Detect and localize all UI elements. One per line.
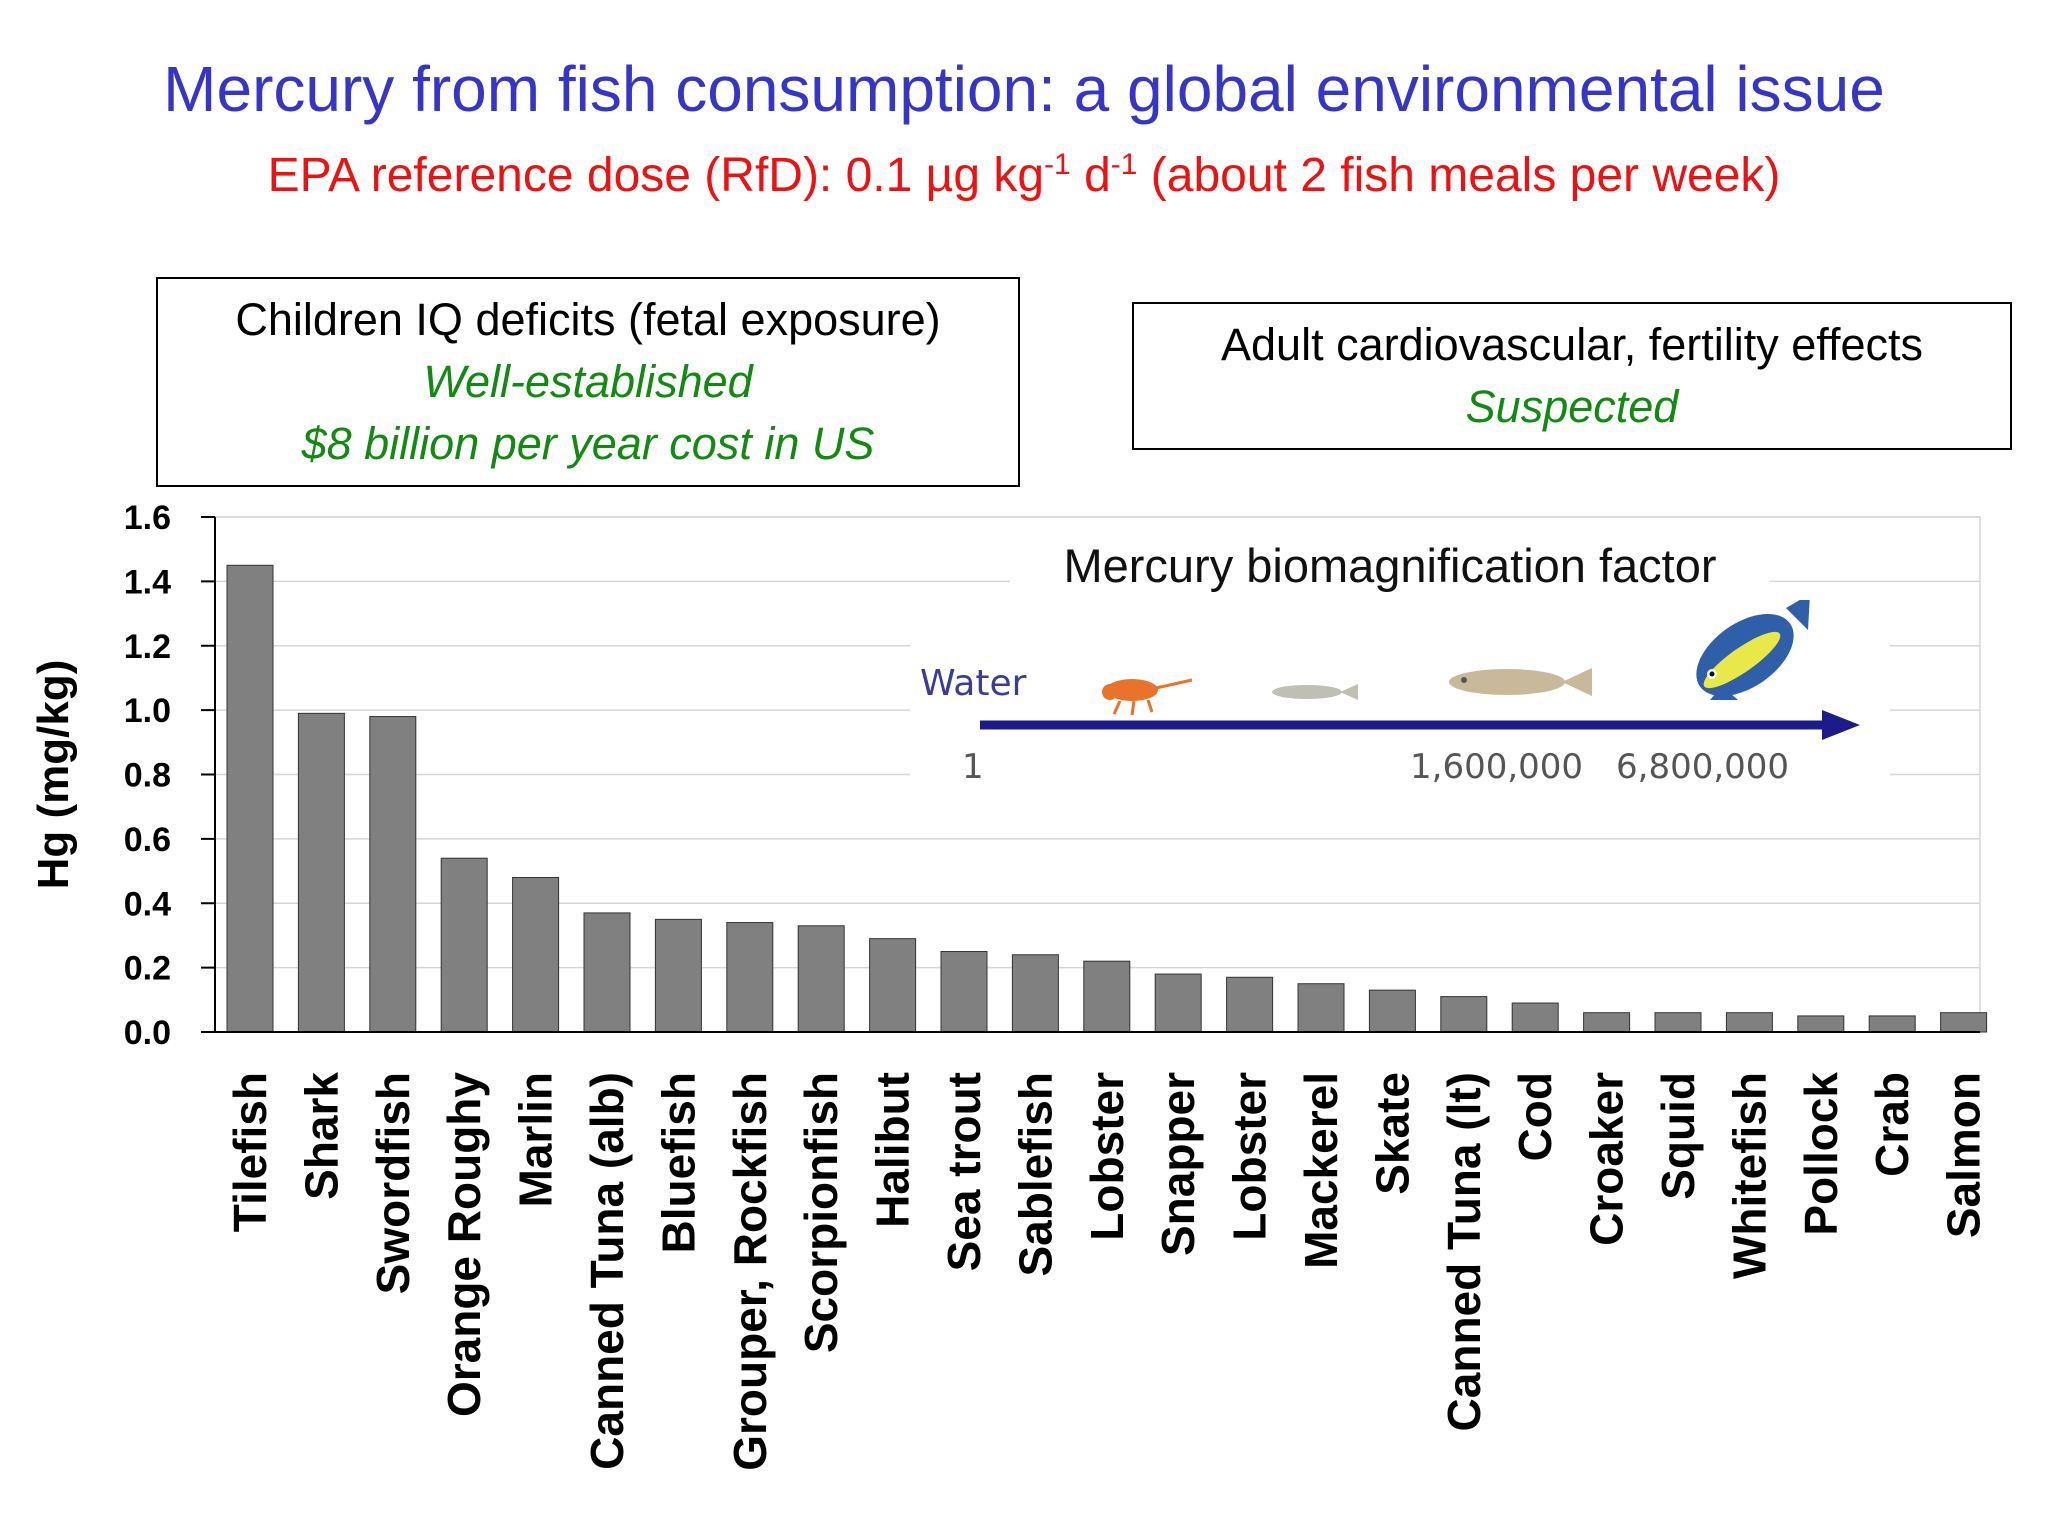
x-category-label: Bluefish <box>652 1072 704 1253</box>
bar <box>1226 976 1274 1033</box>
x-category-label: Skate <box>1366 1072 1418 1195</box>
x-category-label: Lobster <box>1224 1072 1276 1241</box>
x-category-label: Sea trout <box>938 1072 990 1271</box>
children-effects-cost: $8 billion per year cost in US <box>301 418 875 469</box>
bar <box>797 925 845 1033</box>
y-tick-label: 1.0 <box>124 692 171 730</box>
x-category-label: Canned Tuna (alb) <box>581 1072 633 1470</box>
bar <box>297 712 345 1033</box>
bar <box>1011 954 1059 1033</box>
bar <box>440 857 488 1033</box>
y-axis-label: Hg (mg/kg) <box>29 660 78 890</box>
medium-fish-icon <box>1449 668 1592 696</box>
adult-effects-heading: Adult cardiovascular, fertility effects <box>1221 319 1923 370</box>
y-tick-label: 0.6 <box>124 821 171 859</box>
biomagnification-inset: Water 1 1,600,000 6,800,000 <box>910 594 1890 800</box>
biomagnification-diagram: Water 1 1,600,000 6,800,000 <box>920 594 1860 787</box>
factor-water: 1 <box>962 747 984 787</box>
bar <box>1654 1012 1702 1033</box>
y-tick-label: 1.2 <box>124 628 171 666</box>
x-category-label: Squid <box>1652 1072 1704 1200</box>
bar <box>369 716 417 1033</box>
x-category-label: Orange Roughy <box>438 1072 490 1417</box>
y-tick-label: 1.6 <box>124 499 171 537</box>
bar <box>1940 1012 1988 1033</box>
bar <box>1154 973 1202 1033</box>
factor-large-fish: 6,800,000 <box>1616 747 1789 787</box>
bar <box>1297 983 1345 1033</box>
subtitle-unit: d <box>1070 149 1111 202</box>
arrow-head-icon <box>1822 710 1860 740</box>
bar <box>1583 1012 1631 1033</box>
y-tick-label: 1.4 <box>124 563 171 601</box>
bar <box>512 877 560 1033</box>
bar <box>1083 960 1131 1033</box>
adult-effects-status: Suspected <box>1465 381 1679 432</box>
x-category-label: Lobster <box>1081 1072 1133 1241</box>
y-tick-label: 0.8 <box>124 757 171 795</box>
y-tick-label: 0.0 <box>124 1014 171 1052</box>
bar <box>1797 1015 1845 1033</box>
y-tick-label: 0.4 <box>124 885 171 923</box>
x-category-label: Grouper, Rockfish <box>724 1072 776 1471</box>
adult-effects-box: Adult cardiovascular, fertility effects … <box>1132 302 2012 450</box>
x-category-label: Whitefish <box>1723 1072 1775 1279</box>
children-effects-box: Children IQ deficits (fetal exposure) We… <box>156 277 1020 487</box>
x-category-label: Tilefish <box>224 1072 276 1232</box>
zooplankton-icon <box>1102 678 1193 716</box>
bar <box>654 918 702 1033</box>
subtitle-exponent-2: -1 <box>1110 148 1138 181</box>
y-tick-label: 0.2 <box>124 950 171 988</box>
subtitle-exponent-1: -1 <box>1044 148 1071 181</box>
subtitle-text: EPA reference dose (RfD): 0.1 µg kg <box>267 149 1045 202</box>
x-category-label: Canned Tuna (lt) <box>1438 1072 1490 1431</box>
slide-title: Mercury from fish consumption: a global … <box>163 53 1885 125</box>
x-category-label: Marlin <box>510 1072 562 1207</box>
factor-small-fish: 1,600,000 <box>1410 747 1583 787</box>
water-label: Water <box>920 663 1027 704</box>
bar <box>1368 989 1416 1033</box>
x-category-label: Shark <box>295 1072 347 1200</box>
x-category-label: Pollock <box>1795 1072 1847 1236</box>
children-effects-heading: Children IQ deficits (fetal exposure) <box>235 294 941 345</box>
bar <box>869 938 917 1033</box>
x-category-label: Halibut <box>867 1072 919 1228</box>
x-category-label: Snapper <box>1152 1072 1204 1256</box>
small-fish-icon <box>1272 684 1358 700</box>
tuna-icon <box>1696 594 1810 700</box>
x-category-label: Sablefish <box>1009 1072 1061 1277</box>
children-effects-status: Well-established <box>423 356 753 407</box>
x-category-label: Salmon <box>1938 1072 1990 1238</box>
x-category-label: Swordfish <box>367 1072 419 1294</box>
bar <box>726 922 774 1033</box>
subtitle-note: (about 2 fish meals per week) <box>1137 149 1781 202</box>
biomagnification-title: Mercury biomagnification factor <box>1010 530 1770 602</box>
bar <box>226 564 274 1033</box>
bar <box>1725 1012 1773 1033</box>
bar <box>1868 1015 1916 1033</box>
x-category-label: Mackerel <box>1295 1072 1347 1269</box>
x-category-label: Cod <box>1509 1072 1561 1161</box>
x-category-label: Croaker <box>1581 1072 1633 1246</box>
bar <box>1511 1002 1559 1033</box>
x-category-label: Crab <box>1866 1072 1918 1177</box>
bar <box>1440 996 1488 1033</box>
bar <box>583 912 631 1033</box>
slide-subtitle: EPA reference dose (RfD): 0.1 µg kg-1 d-… <box>0 148 2048 203</box>
x-category-label: Scorpionfish <box>795 1072 847 1353</box>
bar <box>940 951 988 1033</box>
